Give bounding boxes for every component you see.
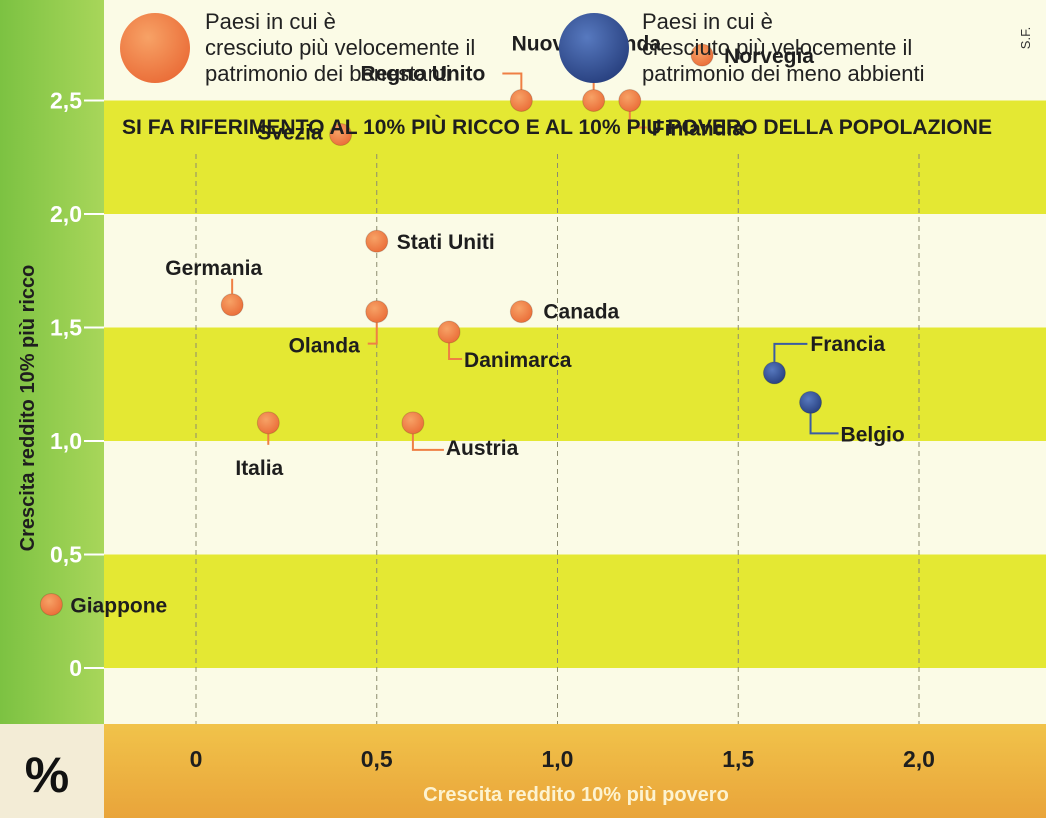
point-giappone [39,592,63,616]
point-germania [220,293,244,317]
band [104,214,1046,328]
data-points [39,43,823,616]
legend-marker-blue [559,13,629,83]
point-danimarca [437,320,461,344]
y-tick-label: 2,0 [50,201,82,227]
y-tick-label: 0,5 [50,542,82,568]
point-belgio [799,390,823,414]
label-stati-uniti: Stati Uniti [397,231,495,254]
point-finlandia [618,89,642,112]
legend: Paesi in cui è cresciuto più velocemente… [120,9,925,86]
label-canada: Canada [543,301,619,324]
x-tick-labels: 00,51,01,52,02,53,03,54,04,5 [190,746,935,772]
label-svezia: Svezia [257,122,323,145]
corner-panel [0,724,104,818]
label-belgio: Belgio [841,423,905,446]
x-tick-label: 1,0 [542,746,574,772]
label-italia: Italia [235,457,283,480]
y-tick-label: 1,0 [50,428,82,454]
label-norvegia: Norvegia [724,45,814,68]
y-tick-label: 1,5 [50,315,82,341]
label-giappone: Giappone [70,594,167,617]
point-italia [256,411,280,435]
x-axis-title: Crescita reddito 10% più povero [423,784,729,806]
y-tick-label: 2,5 [50,88,82,114]
chart-title: SI FA RIFERIMENTO AL 10% PIÙ RICCO E AL … [122,115,992,139]
x-tick-label: 2,0 [903,746,935,772]
leader-austria [411,433,444,451]
leader-regno-unito [502,72,523,90]
point-norvegia [690,43,714,67]
x-tick-label: 1,5 [722,746,754,772]
label-olanda: Olanda [289,335,361,358]
legend-text-orange: Paesi in cui è cresciuto più velocemente… [205,9,481,86]
band [104,441,1046,555]
point-stati-uniti [365,229,389,253]
point-nuova-zelanda [582,89,606,112]
point-austria [401,411,425,435]
leader-francia [773,342,808,362]
x-tick-label: 0 [190,746,203,772]
leader-finlandia [628,111,647,129]
label-austria: Austria [446,437,519,460]
y-tick-label: 0 [69,655,82,681]
y-axis-title: Crescita reddito 10% più ricco [17,265,39,552]
point-svezia [329,123,353,147]
leader-danimarca [448,343,463,361]
leader-belgio [809,413,839,435]
point-francia [762,361,786,385]
x-tick-label: 0,5 [361,746,393,772]
unit-label: % [25,747,69,803]
y-tick-marks [84,99,104,669]
leader-olanda [367,322,378,345]
legend-marker-orange [120,13,190,83]
label-leader-lines [231,56,839,451]
band [104,554,1046,668]
band [104,100,1046,214]
bottom-axis-panel [104,724,1046,818]
point-canada [509,300,533,324]
point-regno-unito [509,89,533,112]
label-finlandia: Finlandia [652,118,744,141]
label-francia: Francia [810,333,885,356]
label-danimarca: Danimarca [464,349,572,372]
legend-text-blue: Paesi in cui è cresciuto più velocemente… [642,9,925,86]
label-germania: Germania [165,257,262,280]
horizontal-bands [104,0,1046,782]
point-olanda [365,300,389,324]
credit: S.F. [1018,27,1033,49]
label-regno-unito: Regno Unito [361,63,486,86]
y-tick-labels: 00,51,01,52,02,53,03,54,04,5 [50,88,82,682]
left-axis-panel [0,0,104,818]
